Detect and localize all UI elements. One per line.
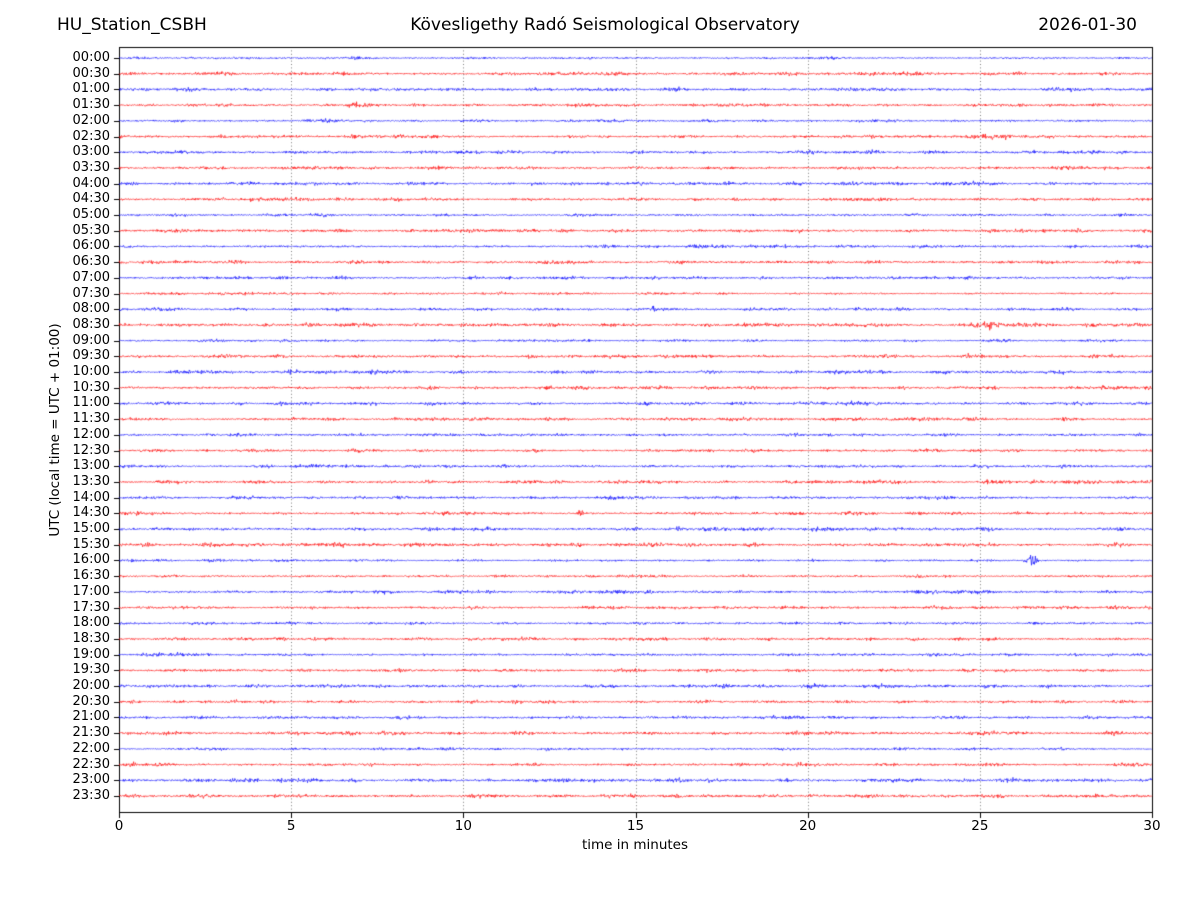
y-tick-label: 23:00 [72,772,110,788]
y-tick-label: 19:30 [72,662,110,678]
y-tick-label: 05:00 [72,207,110,223]
y-tick-label: 13:00 [72,458,110,474]
y-tick-label: 18:00 [72,615,110,631]
y-tick-label: 09:00 [72,332,110,348]
y-tick-label: 12:30 [72,442,110,458]
y-tick-label: 09:30 [72,348,110,364]
y-tick-label: 00:30 [72,65,110,81]
y-tick-label: 01:30 [72,97,110,113]
x-tick-label: 30 [1143,818,1161,834]
y-tick-label: 12:00 [72,426,110,442]
x-axis-label: time in minutes [581,837,689,853]
y-tick-label: 16:30 [72,568,110,584]
y-tick-label: 14:30 [72,505,110,521]
y-tick-label: 22:30 [72,756,110,772]
x-tick-label: 15 [626,818,645,834]
y-tick-label: 02:00 [72,112,110,128]
y-tick-label: 10:30 [72,379,110,395]
y-tick-label: 17:00 [72,583,110,599]
y-tick-label: 11:30 [72,411,110,427]
y-tick-label: 07:00 [72,269,110,285]
y-tick-label: 03:30 [72,159,110,175]
y-tick-label: 18:30 [72,630,110,646]
y-tick-label: 13:30 [72,473,110,489]
y-tick-label: 06:30 [72,254,110,270]
y-tick-label: 10:00 [72,364,110,380]
y-tick-label: 17:30 [72,599,110,615]
observatory-title: Kövesligethy Radó Seismological Observat… [410,15,800,35]
y-tick-label: 11:00 [72,395,110,411]
y-tick-label: 21:00 [72,709,110,725]
y-tick-label: 01:00 [72,81,110,97]
y-tick-label: 21:30 [72,725,110,741]
y-tick-label: 08:00 [72,301,110,317]
y-tick-label: 15:30 [72,536,110,552]
x-tick-label: 25 [971,818,989,834]
y-tick-label: 05:30 [72,222,110,238]
y-tick-label: 15:00 [72,521,110,537]
y-tick-label: 23:30 [72,788,110,803]
y-tick-label: 20:30 [72,693,110,709]
x-tick-label: 20 [799,818,817,834]
y-tick-label: 06:00 [72,238,110,254]
y-tick-label: 08:30 [72,316,110,332]
y-tick-label: 04:00 [72,175,110,191]
x-tick-label: 10 [454,818,472,834]
x-tick-label: 5 [286,818,296,834]
y-tick-label: 04:30 [72,191,110,207]
station-title: HU_Station_CSBH [57,15,207,35]
plot-date: 2026-01-30 [1038,15,1137,35]
y-tick-label: 19:00 [72,646,110,662]
y-tick-label: 02:30 [72,128,110,144]
x-tick-label: 0 [114,818,124,834]
y-tick-label: 07:30 [72,285,110,301]
y-tick-label: 14:00 [72,489,110,505]
y-tick-label: 22:00 [72,740,110,756]
y-tick-label: 00:00 [72,50,110,65]
y-tick-label: 16:00 [72,552,110,568]
y-tick-label: 20:00 [72,678,110,694]
y-tick-label: 03:00 [72,144,110,160]
